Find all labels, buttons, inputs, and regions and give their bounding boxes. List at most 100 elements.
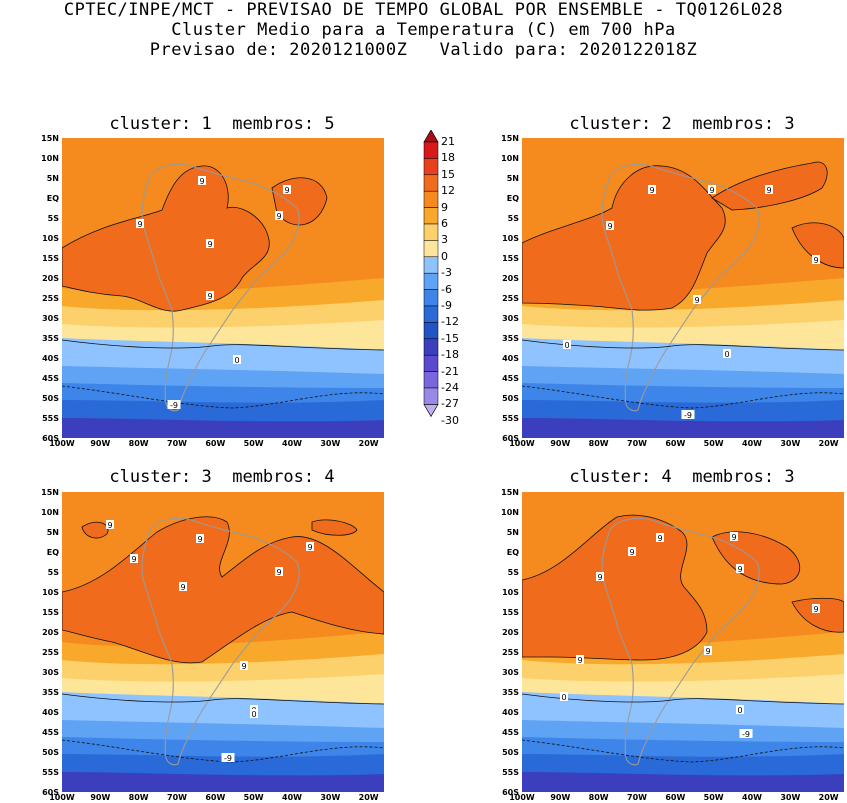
contour-label: 9 (704, 646, 712, 656)
continent-outline (141, 517, 300, 766)
contour-label: 9 (206, 291, 214, 301)
warm-region (791, 222, 844, 269)
svg-text:-9: -9 (170, 401, 178, 410)
lat-tick-label: 25S (502, 294, 519, 303)
temperature-band (62, 418, 384, 438)
temperature-band (62, 772, 384, 792)
contour-label: 0 (723, 349, 731, 359)
panel-2-title: cluster: 2 membros: 3 (569, 114, 795, 134)
lat-tick-label: 15N (41, 134, 59, 143)
lon-tick-label: 70W (167, 793, 187, 802)
contour-label: 9 (708, 185, 716, 195)
lat-tick-label: 15N (41, 488, 59, 497)
colorbar-label: -15 (441, 331, 459, 345)
svg-text:0: 0 (724, 350, 729, 359)
contour-label: 9 (736, 564, 744, 574)
lat-tick-label: 20S (502, 628, 519, 637)
warm-region (62, 165, 270, 312)
lat-tick-label: 35S (42, 688, 59, 697)
lat-tick-label: EQ (506, 548, 519, 557)
lon-tick-label: 70W (627, 439, 647, 448)
contour-label: -9 (739, 729, 753, 739)
lon-tick-label: 60W (665, 439, 686, 448)
svg-text:9: 9 (197, 535, 202, 544)
subtitle-dates: Previsao de: 2020121000Z Valido para: 20… (149, 40, 698, 60)
contour-label: 0 (233, 355, 241, 365)
contour-label: 9 (130, 554, 138, 564)
lat-tick-label: 15S (502, 254, 519, 263)
contour-label: 9 (576, 655, 584, 665)
lat-tick-label: 10N (501, 508, 519, 517)
lat-tick-label: 25S (502, 648, 519, 657)
colorbar-label: -24 (441, 381, 459, 394)
svg-text:9: 9 (657, 534, 662, 543)
lon-tick-label: 100W (509, 793, 535, 802)
warm-region (311, 519, 358, 536)
colorbar-segment (423, 289, 439, 307)
warm-region (791, 597, 844, 633)
lat-tick-label: 60S (502, 434, 519, 443)
map-panel-cluster-2: 9 9 9 9 9 9 0 0 -9 (522, 138, 844, 438)
lat-tick-label: 10N (41, 154, 59, 163)
svg-text:9: 9 (709, 186, 714, 195)
panel-3-title: cluster: 3 membros: 4 (109, 467, 335, 487)
svg-text:9: 9 (694, 296, 699, 305)
lat-tick-label: 25S (42, 648, 59, 657)
panel-4-title: cluster: 4 membros: 3 (569, 467, 795, 487)
colorbar-label: 15 (441, 167, 455, 181)
lon-tick-label: 80W (588, 439, 609, 448)
contour-label: 9 (206, 239, 214, 249)
svg-text:9: 9 (731, 533, 736, 542)
lon-tick-label: 40W (282, 793, 302, 802)
lat-tick-label: 50S (502, 748, 519, 757)
lat-tick-label: 15N (501, 488, 519, 497)
contour-label: -9 (681, 410, 695, 420)
lat-tick-label: 40S (42, 708, 59, 717)
lat-tick-label: 5S (47, 214, 59, 223)
lat-tick-label: 35S (502, 334, 519, 343)
contour-label: 9 (812, 255, 820, 265)
svg-text:-9: -9 (684, 411, 692, 420)
contour-label: 9 (196, 534, 204, 544)
contour-label: 9 (606, 221, 614, 231)
lat-tick-label: 40S (502, 354, 519, 363)
svg-text:0: 0 (561, 693, 566, 702)
lat-tick-label: 10S (502, 234, 519, 243)
contour-label: -9 (167, 400, 181, 410)
lon-tick-label: 30W (780, 793, 801, 802)
lon-tick-label: 60W (205, 439, 226, 448)
lat-tick-label: 5S (47, 568, 59, 577)
contour-label: 9 (136, 219, 144, 229)
colorbar-label: -27 (441, 397, 459, 411)
lat-tick-label: 55S (502, 768, 519, 777)
lon-tick-label: 20W (358, 793, 379, 802)
svg-text:9: 9 (705, 647, 710, 656)
colorbar-segment (423, 256, 439, 274)
svg-text:9: 9 (577, 656, 582, 665)
colorbar-top-arrow (423, 130, 439, 143)
svg-text:-9: -9 (224, 754, 232, 763)
svg-text:9: 9 (199, 177, 204, 186)
lat-tick-label: 15S (42, 608, 59, 617)
contour-label: 0 (250, 709, 258, 719)
lon-tick-label: 50W (703, 439, 724, 448)
colorbar-segment (423, 190, 439, 208)
lon-tick-label: 40W (742, 439, 762, 448)
contour-line (522, 385, 844, 409)
lat-tick-label: 5N (46, 528, 59, 537)
lat-tick-label: EQ (46, 548, 59, 557)
colorbar-segment (423, 322, 439, 340)
lat-tick-label: 15S (42, 254, 59, 263)
lon-tick-label: 100W (509, 439, 535, 448)
colorbar-label: -30 (441, 413, 459, 427)
contour-label: 0 (560, 692, 568, 702)
contour-line (522, 693, 844, 705)
lat-tick-label: 45S (42, 374, 59, 383)
colorbar-segment (423, 158, 439, 176)
contour-label: 9 (275, 567, 283, 577)
contour-label: 9 (283, 185, 291, 195)
colorbar-label: 6 (441, 217, 448, 230)
main-title: CPTEC/INPE/MCT - PREVISAO DE TEMPO GLOBA… (63, 0, 784, 20)
lon-tick-label: 40W (742, 793, 762, 802)
colorbar-segment (423, 174, 439, 192)
